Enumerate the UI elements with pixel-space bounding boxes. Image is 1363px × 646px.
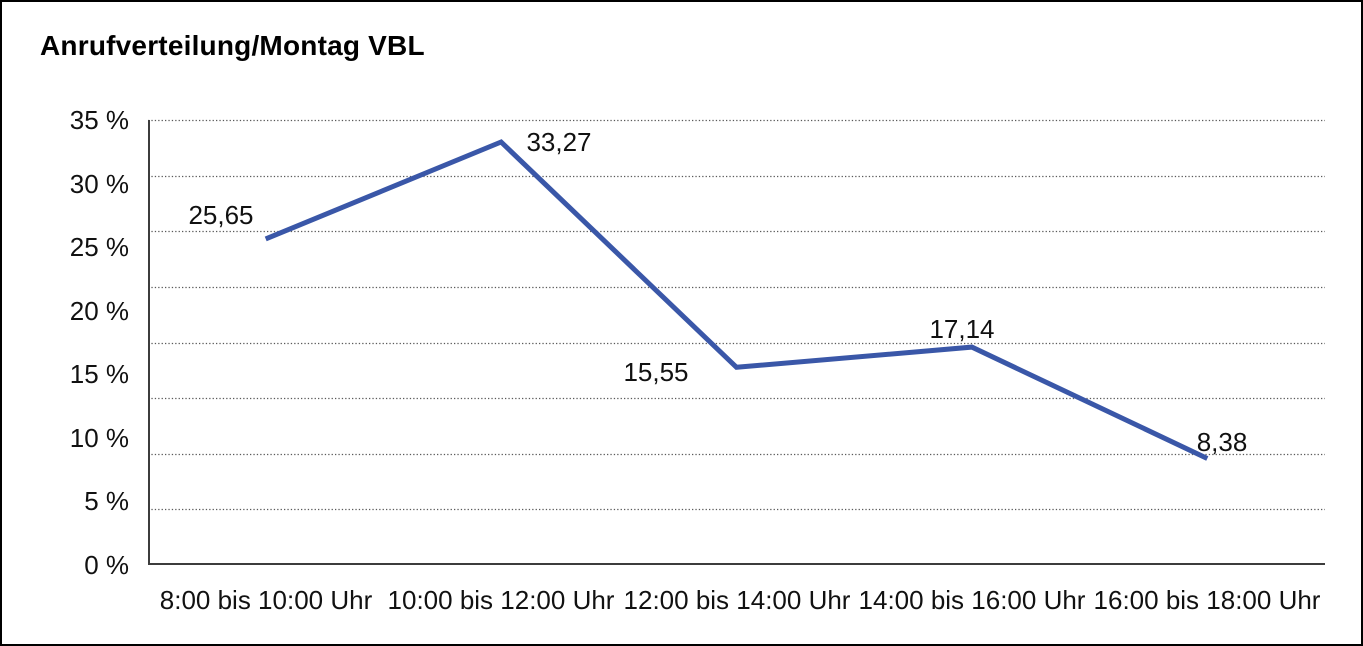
x-axis-category-label: 14:00 bis 16:00 Uhr xyxy=(858,585,1086,615)
x-axis-category-label: 12:00 bis 14:00 Uhr xyxy=(623,585,851,615)
x-axis-category-label: 8:00 bis 10:00 Uhr xyxy=(159,585,373,615)
data-point-label: 33,27 xyxy=(526,127,592,157)
data-point-label: 15,55 xyxy=(623,357,689,387)
data-point-label: 8,38 xyxy=(1196,427,1248,457)
line-chart-plot-area xyxy=(148,119,1325,565)
y-axis-tick-label: 5 % xyxy=(84,486,129,516)
data-point-label: 17,14 xyxy=(929,314,995,344)
y-axis-tick-label: 0 % xyxy=(84,550,129,580)
data-point-label: 25,65 xyxy=(188,200,254,230)
data-line xyxy=(264,139,1209,461)
x-axis-category-label: 10:00 bis 12:00 Uhr xyxy=(387,585,615,615)
y-axis-tick-label: 30 % xyxy=(69,169,129,199)
y-axis-tick-label: 20 % xyxy=(69,296,129,326)
chart-title: Anrufverteilung/Montag VBL xyxy=(40,30,425,61)
y-axis-tick-label: 35 % xyxy=(69,105,129,135)
y-axis-tick-label: 15 % xyxy=(69,359,129,389)
y-axis-tick-label: 25 % xyxy=(69,232,129,262)
x-axis-category-label: 16:00 bis 18:00 Uhr xyxy=(1093,585,1321,615)
y-axis-tick-label: 10 % xyxy=(69,423,129,453)
